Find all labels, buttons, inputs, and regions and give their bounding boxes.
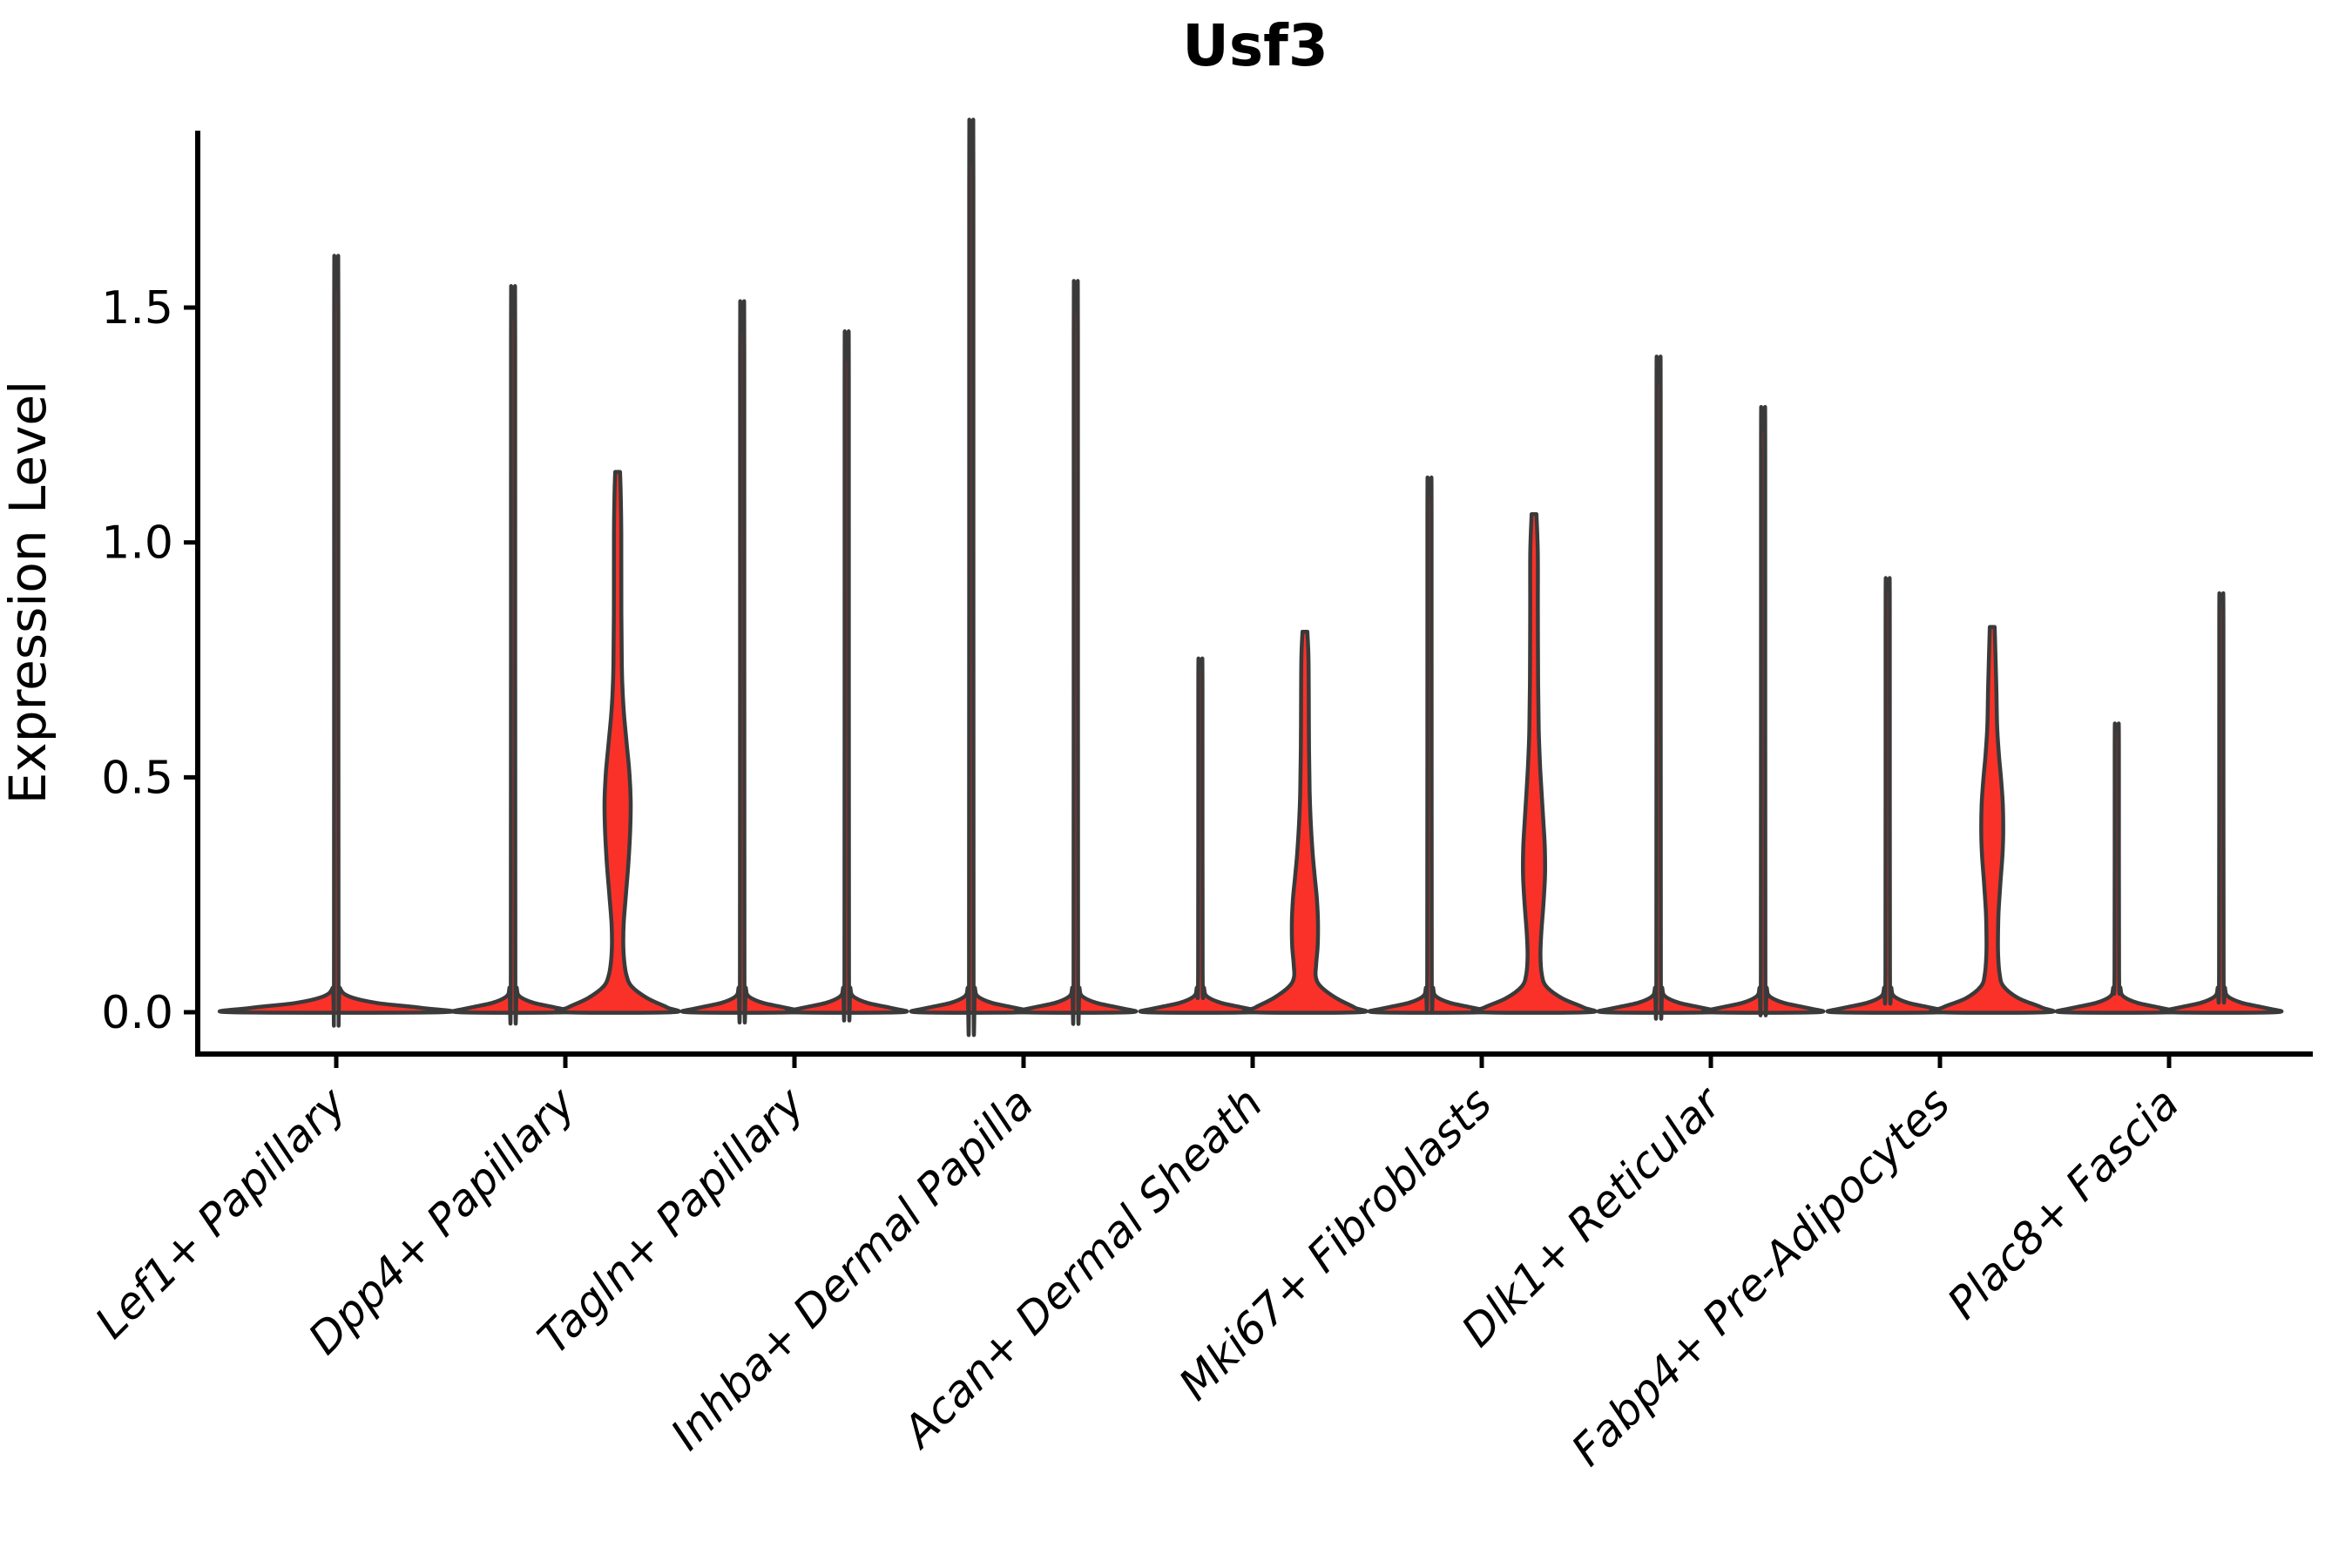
- chart-title: Usf3: [1182, 12, 1328, 79]
- y-tick-label: 0.5: [101, 752, 173, 804]
- violin-dpp4-right: [554, 470, 681, 1015]
- violin-acan-right: [1241, 629, 1369, 1015]
- violin-plac8-left: [2054, 721, 2180, 1015]
- violins-layer: [218, 118, 2284, 1037]
- violin-acan-left: [1138, 656, 1263, 1015]
- violin-tagln-right: [784, 329, 909, 1023]
- violin-plac8-right: [2159, 591, 2284, 1015]
- violin-inhba-left: [909, 118, 1034, 1037]
- violin-dlk1-left: [1596, 355, 1721, 1021]
- x-tick-label-7: Fabp4+ Pre-Adipocytes: [1562, 1078, 1960, 1476]
- violin-lef1-center: [218, 253, 455, 1028]
- x-tick-label-3: Inhba+ Dermal Papilla: [661, 1078, 1043, 1459]
- violin-fabp4-left: [1825, 576, 1950, 1015]
- y-tick-label: 1.0: [101, 517, 173, 570]
- violin-tagln-left: [679, 299, 805, 1025]
- x-tick-label-8: Plac8+ Fascia: [1938, 1078, 2189, 1328]
- violin-mki67-left: [1367, 475, 1492, 1015]
- violin-fabp4-right: [1929, 625, 2056, 1015]
- violin-mki67-right: [1470, 512, 1598, 1015]
- axes-layer: [184, 131, 2313, 1068]
- violin-dpp4-left: [450, 284, 576, 1026]
- x-tick-label-4: Acan+ Dermal Sheath: [892, 1078, 1273, 1458]
- y-tick-label: 0.0: [101, 987, 173, 1039]
- y-axis-title: Expression Level: [0, 381, 57, 804]
- violin-inhba-right: [1013, 279, 1139, 1026]
- violin-dlk1-right: [1700, 405, 1826, 1017]
- x-tick-label-0: Lef1+ Papillary: [85, 1077, 356, 1348]
- y-tick-label: 1.5: [101, 282, 173, 335]
